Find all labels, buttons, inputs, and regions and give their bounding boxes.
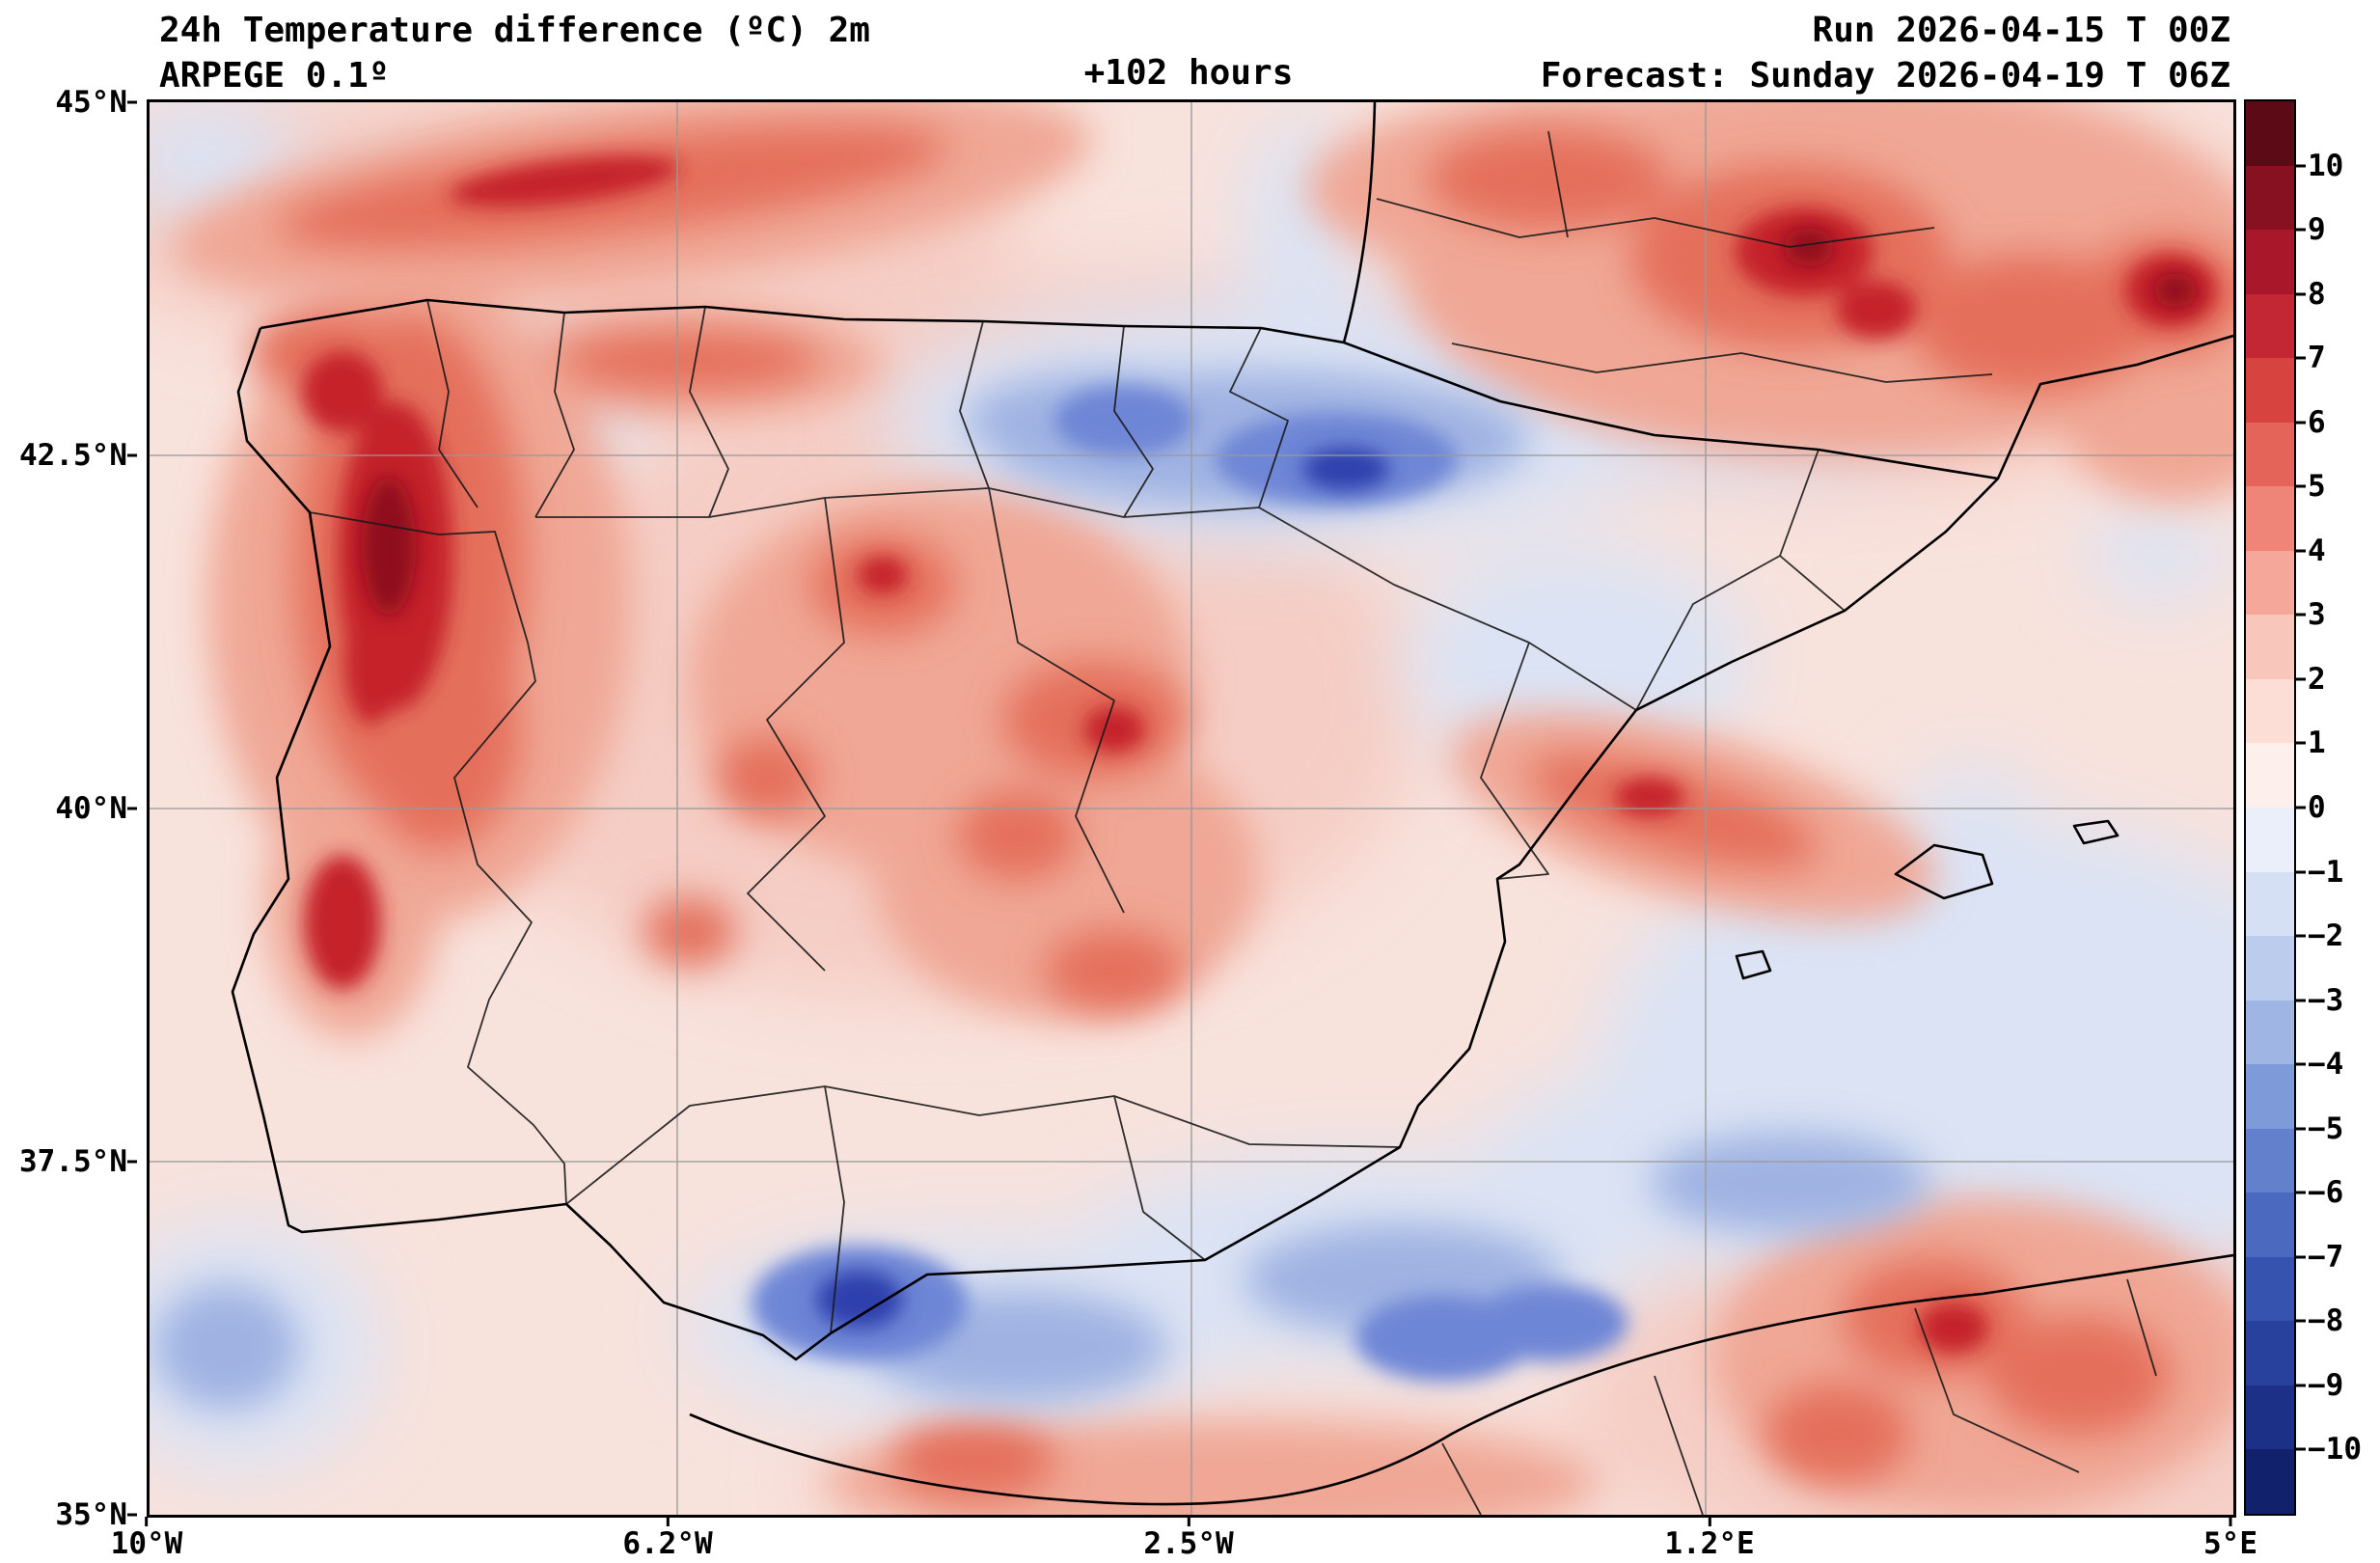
forecast-hour-label: +102 hours xyxy=(1083,53,1294,93)
colorbar-segment xyxy=(2246,165,2294,231)
colorbar-tick-label: −9 xyxy=(2308,1367,2344,1403)
colorbar-tick-label: 8 xyxy=(2308,276,2326,312)
mallorca-island xyxy=(1894,843,1994,900)
colorbar-segment xyxy=(2246,1128,2294,1193)
colorbar-tick-label: −10 xyxy=(2308,1432,2362,1467)
run-info-block: Run 2026-04-15 T 00Z Forecast: Sunday 202… xyxy=(1541,8,2230,98)
x-axis-labels: 10°W 6.2°W 2.5°W 1.2°E 5°E xyxy=(111,1521,2257,1563)
gridlines xyxy=(150,102,2233,1515)
colorbar-tick-label: 4 xyxy=(2308,533,2326,568)
coastline xyxy=(231,102,2233,1506)
colorbar-segment xyxy=(2246,1321,2294,1385)
colorbar-tick-label: 6 xyxy=(2308,404,2326,440)
colorbar-tick-label: −1 xyxy=(2308,854,2344,890)
colorbar-segment xyxy=(2246,871,2294,937)
forecast-label: Forecast: Sunday 2026-04-19 T 06Z xyxy=(1540,56,2230,96)
colorbar-tick-label: 2 xyxy=(2308,661,2326,697)
colorbar-segment xyxy=(2246,293,2294,359)
colorbar-segment xyxy=(2246,1256,2294,1322)
map-plot-area xyxy=(147,99,2236,1518)
y-axis-tick-label: 37.5°N xyxy=(19,1144,127,1179)
colorbar-segment xyxy=(2246,1000,2294,1065)
colorbar-segment xyxy=(2246,1193,2294,1257)
colorbar-tick-label: 9 xyxy=(2308,212,2326,248)
colorbar-tick-label: −5 xyxy=(2308,1111,2344,1146)
y-axis-tick-label: 45°N xyxy=(55,85,127,120)
colorbar-tick-label: −8 xyxy=(2308,1303,2344,1339)
x-axis-tick-label: 2.5°W xyxy=(1143,1526,1234,1561)
colorbar-segment xyxy=(2246,230,2294,294)
colorbar-ticks: 10 9 8 7 6 5 4 3 2 1 0 −1 −2 −3 −4 −5 −6 −7 −8 −9 −10 xyxy=(2308,101,2375,1514)
colorbar-segment xyxy=(2246,550,2294,616)
cool-extreme-cores xyxy=(816,448,1389,1329)
colorbar-segment xyxy=(2246,808,2294,872)
colorbar-segment xyxy=(2246,101,2294,166)
colorbar-tick-label: 5 xyxy=(2308,469,2326,505)
y-axis-tick-label: 42.5°N xyxy=(19,438,127,473)
x-axis-tick-label: 6.2°W xyxy=(622,1526,713,1561)
colorbar-tick-label: 3 xyxy=(2308,597,2326,633)
colorbar-tick-label: −2 xyxy=(2308,919,2344,954)
colorbar-gradient xyxy=(2244,99,2296,1516)
x-axis-tick-label: 1.2°E xyxy=(1664,1526,1755,1561)
colorbar-tick-label: 10 xyxy=(2308,148,2344,183)
colorbar-tick-label: −4 xyxy=(2308,1047,2344,1083)
colorbar-segment xyxy=(2246,1449,2294,1515)
map-svg xyxy=(150,102,2233,1515)
colorbar-segment xyxy=(2246,615,2294,679)
y-axis-labels: 45°N 42.5°N 40°N 37.5°N 35°N xyxy=(0,85,137,1532)
warm-extreme-cores xyxy=(362,228,2197,616)
colorbar-segment xyxy=(2246,358,2294,423)
map-title-block: 24h Temperature difference (ºC) 2m ARPEGE… xyxy=(159,8,870,98)
x-axis-tick-label: 5°E xyxy=(2203,1526,2257,1561)
run-label: Run 2026-04-15 T 00Z xyxy=(1812,11,2230,50)
colorbar-tick-label: −3 xyxy=(2308,982,2344,1018)
colorbar-tick-label: −7 xyxy=(2308,1239,2344,1275)
menorca-island xyxy=(2072,819,2120,845)
colorbar-tick-label: −6 xyxy=(2308,1175,2344,1211)
colorbar-segment xyxy=(2246,422,2294,487)
colorbar-segment xyxy=(2246,678,2294,744)
colorbar-segment xyxy=(2246,1064,2294,1129)
model-label: ARPEGE 0.1º xyxy=(159,56,390,96)
ibiza-island xyxy=(1735,949,1772,980)
colorbar-segment xyxy=(2246,936,2294,1001)
y-axis-tick-label: 40°N xyxy=(55,791,127,826)
colorbar-tick-label: 7 xyxy=(2308,341,2326,376)
colorbar-tick-label: 0 xyxy=(2308,790,2326,825)
colorbar-tick-label: 1 xyxy=(2308,726,2326,761)
map-title: 24h Temperature difference (ºC) 2m xyxy=(159,11,870,50)
colorbar-segment xyxy=(2246,1385,2294,1450)
region-borders xyxy=(309,130,2157,1515)
x-axis-tick-label: 10°W xyxy=(110,1526,183,1561)
colorbar-segment xyxy=(2246,486,2294,551)
colorbar-segment xyxy=(2246,743,2294,809)
